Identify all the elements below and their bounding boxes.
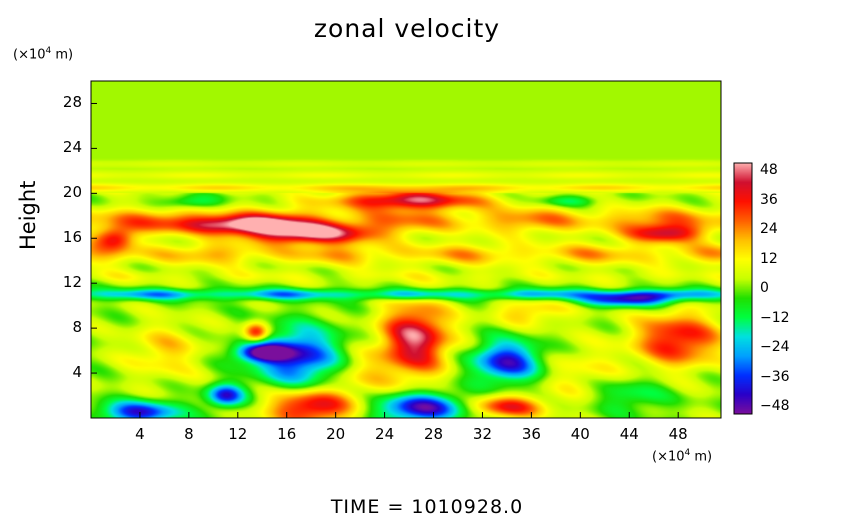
colorbar-tick-label: 0 (760, 280, 769, 296)
x-tick-label: 12 (228, 425, 248, 443)
y-tick-label: 16 (62, 228, 82, 247)
x-tick-label: 4 (135, 425, 145, 443)
x-tick-label: 24 (375, 425, 395, 443)
axis-tick-marks (91, 102, 679, 418)
x-tick-label: 16 (277, 425, 297, 443)
y-tick-label: 4 (72, 363, 82, 382)
colorbar (734, 163, 752, 414)
colorbar-tick-label: 36 (760, 191, 778, 208)
colorbar-tick-label: 24 (760, 221, 778, 237)
heatmap-field (91, 81, 721, 418)
x-axis-unit: (×104 m) (652, 448, 713, 465)
chart-title: zonal velocity (313, 14, 501, 43)
colorbar-tick-label: −12 (760, 309, 790, 326)
y-axis-unit: (×104 m) (13, 46, 74, 63)
y-tick-label: 12 (62, 273, 82, 292)
x-tick-label: 44 (619, 425, 639, 443)
x-tick-label: 20 (326, 425, 346, 443)
colorbar-tick-label: −48 (760, 398, 790, 414)
x-tick-label: 48 (668, 425, 688, 443)
colorbar-tick-label: −36 (760, 368, 790, 385)
x-tick-label: 36 (521, 425, 541, 443)
x-tick-label: 8 (184, 425, 194, 443)
x-tick-label: 28 (423, 425, 444, 443)
x-tick-label: 32 (472, 425, 492, 443)
y-tick-label: 8 (72, 318, 82, 337)
time-stamp: TIME = 1010928.0 (330, 496, 524, 518)
colorbar-tick-label: 12 (760, 250, 778, 267)
y-tick-label: 20 (62, 183, 82, 202)
x-tick-label: 40 (570, 425, 590, 443)
y-tick-label: 28 (62, 93, 82, 112)
colorbar-tick-label: −24 (760, 339, 790, 355)
y-tick-label: 24 (62, 138, 82, 157)
colorbar-tick-label: 48 (760, 162, 778, 178)
